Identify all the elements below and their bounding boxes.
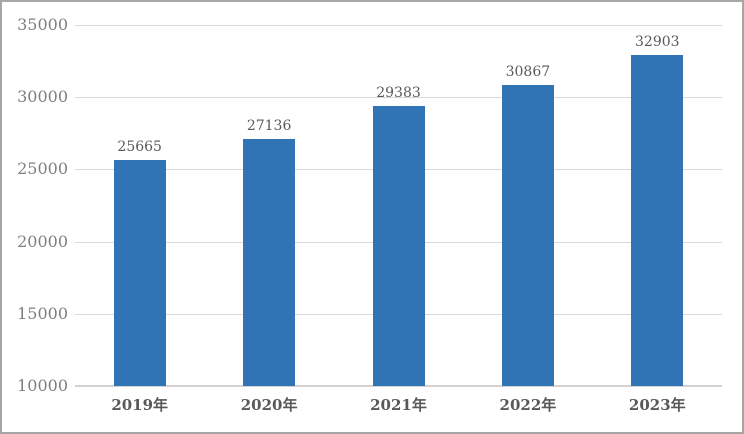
bar-2023年 — [631, 55, 684, 386]
x-axis-category-label: 2022年 — [499, 396, 557, 414]
y-axis-tick-label: 25000 — [17, 159, 68, 179]
y-axis-tick-label: 30000 — [17, 87, 68, 107]
bar-2019年 — [113, 159, 166, 386]
bar-2020年 — [243, 138, 296, 386]
x-axis-line — [75, 385, 722, 387]
plot-area — [75, 25, 722, 387]
y-axis-tick-label: 10000 — [17, 376, 68, 395]
bar-2022年 — [501, 84, 554, 386]
bar-2021年 — [372, 106, 425, 386]
bar-value-label: 27136 — [246, 117, 292, 134]
gridline — [75, 25, 722, 26]
x-axis-category-label: 2021年 — [370, 396, 427, 414]
x-axis-category-label: 2020年 — [240, 396, 298, 414]
y-axis-tick-label: 15000 — [17, 303, 68, 323]
bar-value-label: 30867 — [505, 63, 551, 80]
x-axis-category-label: 2019年 — [111, 396, 169, 414]
bar-value-label: 32903 — [635, 34, 680, 51]
bar-value-label: 25665 — [117, 138, 162, 155]
x-axis-category-label: 2023年 — [628, 396, 686, 414]
bar-value-label: 29383 — [376, 85, 421, 102]
y-axis-tick-label: 20000 — [17, 231, 68, 251]
y-axis-tick-label: 35000 — [17, 15, 68, 34]
gridline — [75, 97, 722, 99]
